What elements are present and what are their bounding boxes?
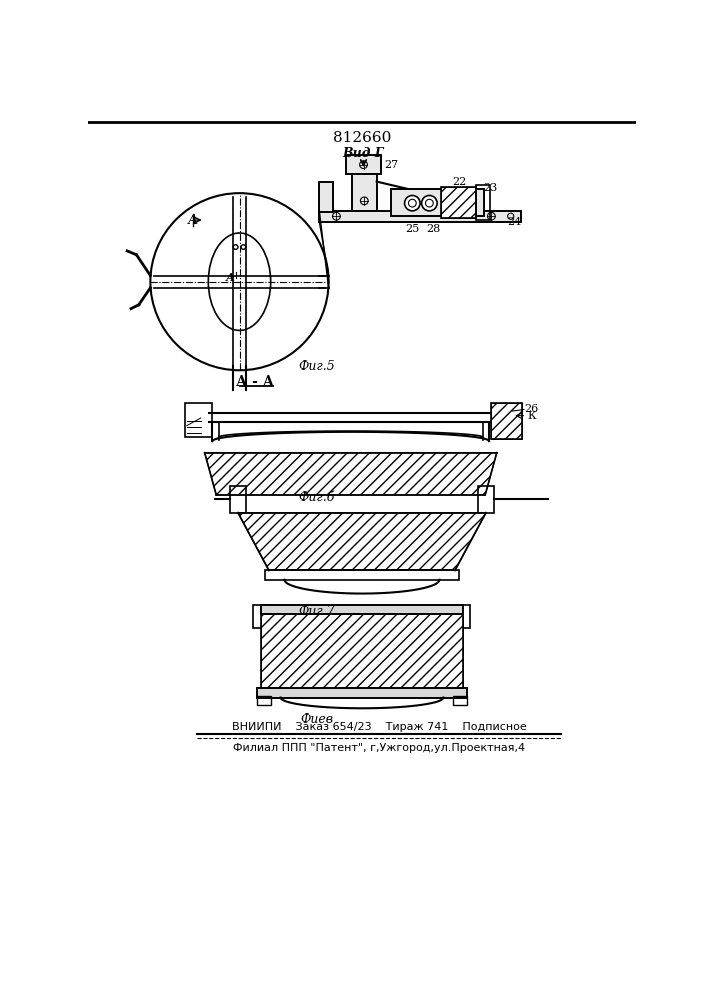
Bar <box>476 185 490 220</box>
Bar <box>346 155 381 174</box>
Text: 23: 23 <box>484 183 498 193</box>
Bar <box>261 605 462 614</box>
Text: Фиев: Фиев <box>300 713 334 726</box>
Text: 812660: 812660 <box>333 131 391 145</box>
Text: 26: 26 <box>525 404 539 414</box>
Text: 24: 24 <box>507 217 521 227</box>
Bar <box>265 570 459 580</box>
Text: А - А: А - А <box>236 375 274 389</box>
Text: Фиг.5: Фиг.5 <box>298 360 335 373</box>
Text: А: А <box>226 272 235 283</box>
Circle shape <box>404 195 420 211</box>
Text: 25: 25 <box>405 224 419 234</box>
Bar <box>391 189 484 216</box>
Bar <box>320 211 521 222</box>
Text: А: А <box>188 214 198 227</box>
Bar <box>441 187 476 218</box>
Bar <box>452 696 467 705</box>
Bar <box>352 174 377 212</box>
Text: Филиал ППП "Патент", г,Ужгород,ул.Проектная,4: Филиал ППП "Патент", г,Ужгород,ул.Проект… <box>233 743 525 753</box>
Bar <box>261 614 462 690</box>
Polygon shape <box>238 513 486 570</box>
Circle shape <box>421 195 437 211</box>
Bar <box>257 696 271 705</box>
Bar <box>257 688 467 698</box>
Bar <box>253 605 269 628</box>
Bar <box>441 187 476 218</box>
Bar <box>261 614 462 690</box>
Text: 22: 22 <box>452 177 467 187</box>
Text: 28: 28 <box>426 224 440 234</box>
Text: Вид Г: Вид Г <box>343 147 384 160</box>
Polygon shape <box>204 453 497 495</box>
Bar <box>491 403 522 439</box>
Bar <box>346 155 381 174</box>
Text: К: К <box>528 411 537 421</box>
Text: Фиг.б: Фиг.б <box>299 491 335 504</box>
Bar <box>257 688 467 698</box>
Bar <box>455 605 470 628</box>
Bar <box>491 403 522 439</box>
Bar <box>391 189 484 216</box>
Text: ВНИИПИ    Заказ 654/23    Тираж 741    Подписное: ВНИИПИ Заказ 654/23 Тираж 741 Подписное <box>232 722 527 732</box>
Bar <box>320 182 333 212</box>
Text: Фиг.7: Фиг.7 <box>298 605 335 618</box>
Bar <box>230 486 246 513</box>
Bar <box>478 486 493 513</box>
Bar <box>352 174 377 212</box>
Bar <box>185 403 212 437</box>
Text: 27: 27 <box>385 160 399 170</box>
Bar <box>320 182 333 212</box>
Bar <box>261 605 462 614</box>
Bar <box>320 211 521 222</box>
